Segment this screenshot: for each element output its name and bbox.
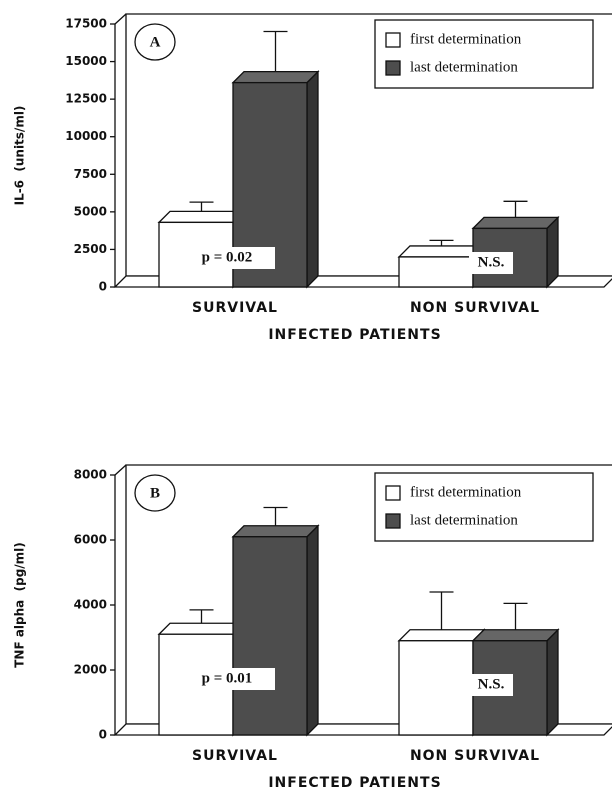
- y-tick-label: 5000: [74, 204, 107, 218]
- legend-label: first determination: [410, 31, 522, 47]
- y-tick-label: 17500: [65, 17, 107, 31]
- panel-letter: B: [150, 485, 160, 501]
- x-tick-label: NON SURVIVAL: [410, 748, 540, 764]
- axis-join: [114, 464, 127, 476]
- y-tick-label: 12500: [65, 92, 107, 106]
- legend-swatch: [385, 513, 401, 529]
- annotation: p = 0.02: [202, 249, 253, 265]
- x-axis-title: INFECTED PATIENTS: [268, 327, 441, 343]
- y-tick-label: 4000: [74, 598, 107, 612]
- chart: 0 2500 5000 7500 10000 12500 15000 17500 SURVIVA…: [13, 13, 612, 343]
- x-axis-title: INFECTED PATIENTS: [268, 775, 441, 791]
- y-axis-title: TNF alpha (pg/ml): [13, 542, 27, 668]
- y-tick-label: 8000: [74, 468, 107, 482]
- annotation-box: [179, 668, 275, 690]
- legend-box: [374, 472, 594, 542]
- y-tick-label: 7500: [74, 167, 107, 181]
- bar: [398, 256, 474, 288]
- y-tick-label: 6000: [74, 533, 107, 547]
- back-wall: [125, 13, 612, 277]
- bar-top: [231, 70, 320, 84]
- bar-top: [471, 216, 560, 230]
- bar-top: [157, 622, 246, 635]
- legend-label: last determination: [410, 512, 518, 528]
- bar: [232, 536, 308, 736]
- annotation: N.S.: [478, 254, 505, 270]
- annotation-box: [469, 674, 513, 696]
- panel-circle: [134, 23, 176, 61]
- bar-top: [231, 525, 320, 538]
- bar-side: [306, 70, 319, 289]
- y-tick-label: 0: [99, 280, 107, 294]
- annotation-box: [469, 252, 513, 274]
- y-axis-title: IL-6 (units/ml): [13, 106, 27, 206]
- y-tick-label: 0: [99, 728, 107, 742]
- bar: [398, 640, 474, 736]
- y-tick-label: 2500: [74, 242, 107, 256]
- bar-side: [546, 215, 559, 289]
- legend-label: last determination: [410, 59, 518, 75]
- bar-side: [546, 628, 559, 737]
- legend-swatch: [385, 485, 401, 501]
- chart: 0 2000 4000 6000 8000 SURVIVAL p = 0.01 NON SUR…: [13, 464, 612, 791]
- legend-label: first determination: [410, 484, 522, 500]
- panel-circle: [134, 474, 176, 512]
- x-tick-label: NON SURVIVAL: [410, 300, 540, 316]
- axis-join: [114, 13, 127, 25]
- x-tick-label: SURVIVAL: [192, 748, 278, 764]
- back-wall: [125, 464, 612, 725]
- legend-box: [374, 19, 594, 89]
- legend-swatch: [385, 60, 401, 76]
- legend-swatch: [385, 32, 401, 48]
- annotation: p = 0.01: [202, 670, 253, 686]
- bar-top: [471, 629, 560, 642]
- y-tick-label: 15000: [65, 54, 107, 68]
- bar-side: [306, 524, 319, 737]
- y-tick-label: 2000: [74, 663, 107, 677]
- annotation: N.S.: [478, 676, 505, 692]
- x-tick-label: SURVIVAL: [192, 300, 278, 316]
- panel-letter: A: [150, 34, 161, 50]
- bar-top: [157, 210, 246, 224]
- annotation-box: [179, 247, 275, 269]
- y-tick-label: 10000: [65, 129, 107, 143]
- bar-top: [397, 629, 486, 642]
